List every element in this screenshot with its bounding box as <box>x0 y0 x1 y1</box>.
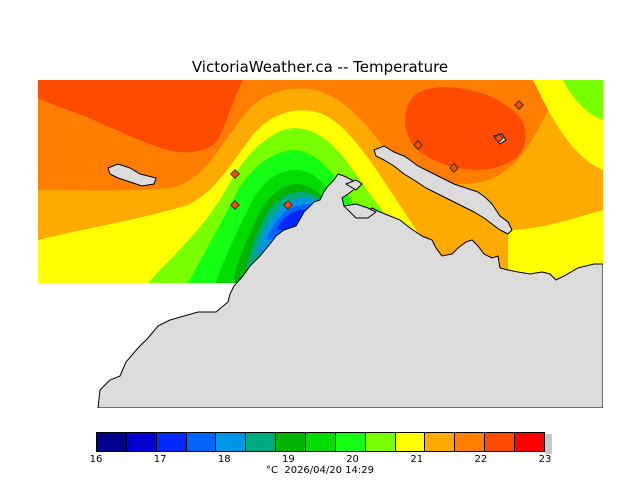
colorbar-swatch <box>156 432 187 452</box>
colorbar-swatch <box>96 432 127 452</box>
colorbar <box>96 432 545 452</box>
contour-20-21-east <box>508 210 603 283</box>
station-marker[interactable] <box>449 163 459 173</box>
colorbar-swatch <box>306 432 336 452</box>
contour-corner-green <box>563 80 603 120</box>
colorbar-tick-label: 19 <box>282 454 295 465</box>
station-marker[interactable] <box>230 200 240 210</box>
unit-label: °C <box>266 465 278 476</box>
station-marker[interactable] <box>283 200 293 210</box>
station-marker[interactable] <box>514 100 524 110</box>
colorbar-tick-label: 20 <box>346 454 359 465</box>
colorbar-swatch <box>126 432 157 452</box>
colorbar-swatch <box>485 432 516 452</box>
island-bowen <box>107 163 157 187</box>
contour-22-west <box>38 80 243 153</box>
colorbar-swatch <box>515 432 545 452</box>
station-markers <box>230 100 524 210</box>
contour-22-plus <box>405 87 526 170</box>
colorbar-tick-label: 22 <box>474 454 488 465</box>
page-title: VictoriaWeather.ca -- Temperature <box>191 58 449 76</box>
colorbar-swatch <box>186 432 217 452</box>
colorbar-swatch <box>335 432 366 452</box>
footer-caption: °C 2026/04/20 14:29 <box>0 465 640 477</box>
colorbar-tick-label: 21 <box>410 454 424 465</box>
colorbar-shadow <box>545 434 552 454</box>
colorbar-tick-label: 23 <box>538 454 552 465</box>
island-gulf <box>373 145 513 235</box>
temperature-map[interactable] <box>38 80 603 408</box>
station-marker[interactable] <box>230 169 240 179</box>
colorbar-tick-label: 17 <box>153 454 167 465</box>
timestamp: 2026/04/20 14:29 <box>284 465 374 476</box>
colorbar-swatch <box>216 432 247 452</box>
colorbar-tick-label: 16 <box>89 454 103 465</box>
map-canvas <box>38 80 603 408</box>
colorbar-swatch <box>365 432 396 452</box>
station-marker[interactable] <box>494 133 504 143</box>
island-small-1 <box>344 179 363 191</box>
colorbar-tick-label: 18 <box>217 454 231 465</box>
land-mass <box>97 173 603 408</box>
colorbar-swatch <box>276 432 307 452</box>
station-marker[interactable] <box>413 140 423 150</box>
island-small-2 <box>342 203 377 219</box>
colorbar-swatch <box>246 432 277 452</box>
colorbar-swatch <box>455 432 486 452</box>
colorbar-ticks: 16 17 18 19 20 21 22 23 <box>90 454 552 468</box>
colorbar-swatch <box>395 432 426 452</box>
colorbar-swatch <box>425 432 456 452</box>
